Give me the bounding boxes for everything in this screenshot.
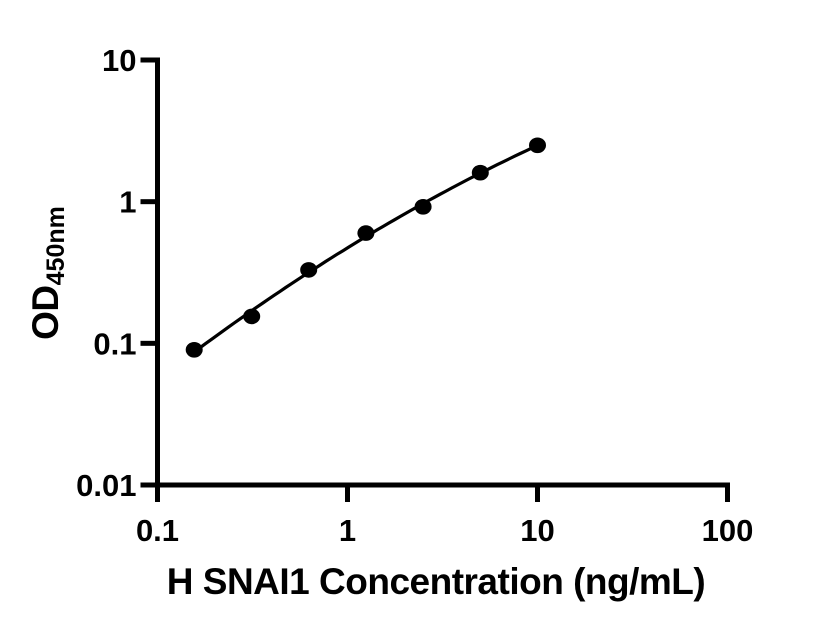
y-tick-label: 0.01 bbox=[76, 468, 136, 503]
data-point bbox=[300, 262, 318, 278]
y-tick-label: 10 bbox=[102, 43, 136, 78]
y-tick-label: 1 bbox=[119, 185, 136, 220]
y-axis-title-main: OD bbox=[25, 285, 66, 340]
data-point bbox=[471, 164, 489, 181]
x-tick-label: 0.1 bbox=[136, 513, 179, 548]
data-point bbox=[185, 342, 203, 358]
y-axis-title: OD450nm bbox=[25, 206, 70, 340]
x-tick-label: 10 bbox=[520, 513, 554, 548]
y-axis-title-subscript: 450nm bbox=[42, 206, 70, 286]
x-axis-title: H SNAI1 Concentration (ng/mL) bbox=[166, 561, 706, 602]
data-point bbox=[243, 308, 261, 325]
data-point bbox=[357, 225, 375, 241]
data-point bbox=[529, 137, 546, 154]
x-tick-label: 1 bbox=[339, 513, 356, 548]
data-point bbox=[414, 199, 432, 215]
x-tick-label: 100 bbox=[702, 513, 754, 548]
y-tick-label: 0.1 bbox=[93, 326, 136, 361]
